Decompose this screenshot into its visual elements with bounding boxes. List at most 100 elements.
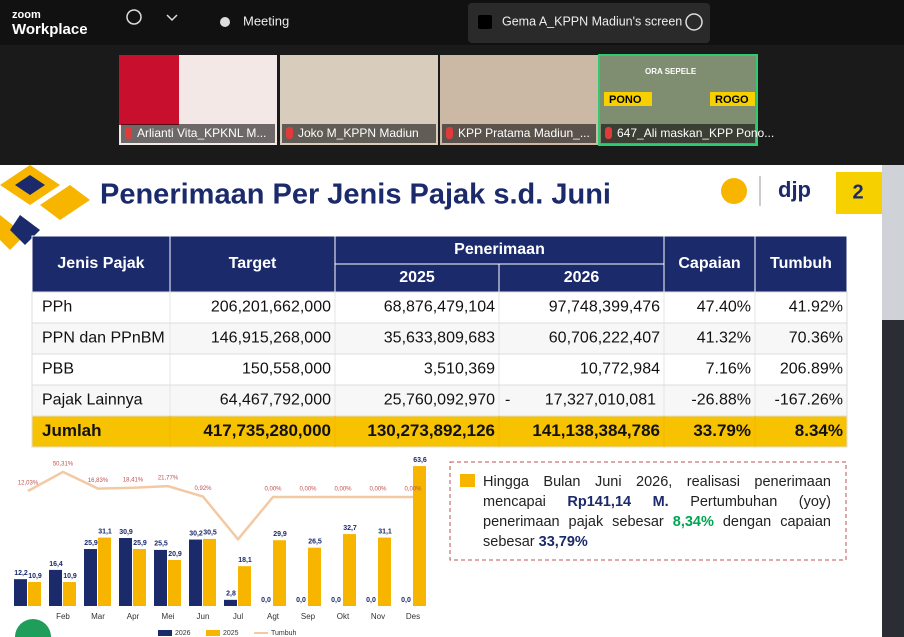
- cell-value: 64,467,792,000: [220, 392, 331, 409]
- note-part: Hingga Bulan Juni 2026, realisasi peneri…: [483, 474, 831, 510]
- bar: [168, 560, 181, 606]
- slide-logo-pattern: [0, 165, 90, 250]
- muted-icon: [605, 127, 612, 139]
- header-label: 2026: [564, 269, 600, 286]
- cell-value: 97,748,399,476: [549, 299, 660, 316]
- header-label: Jenis Pajak: [57, 255, 144, 272]
- note-part: dengan capaian sebesar: [483, 514, 831, 550]
- bar: [413, 466, 426, 606]
- note-part: Rp141,14 M.: [567, 494, 669, 510]
- bar-label: 30,5: [203, 530, 217, 537]
- participant-name: Joko M_KPPN Madiun: [298, 126, 419, 140]
- x-tick-label: Mar: [91, 612, 105, 621]
- cell-value: 3,510,369: [424, 361, 495, 378]
- x-tick-label: Sep: [301, 612, 316, 621]
- bar-label: 20,9: [168, 551, 182, 558]
- row-label: Jumlah: [42, 421, 102, 440]
- bar-label: 0,0: [261, 597, 271, 604]
- bar-label: 32,7: [343, 525, 357, 532]
- bar: [98, 537, 111, 606]
- djp-logo: djp: [778, 177, 811, 202]
- meeting-label[interactable]: Meeting: [243, 13, 289, 28]
- cell-value: 68,876,479,104: [384, 299, 495, 316]
- bar: [189, 539, 202, 606]
- muted-icon: [446, 127, 453, 139]
- table-row: [31, 415, 848, 448]
- bar-label: 31,1: [378, 528, 392, 535]
- bar-label: 0,0: [401, 597, 411, 604]
- bar-label: 31,1: [98, 528, 112, 535]
- x-tick-label: Jun: [197, 612, 210, 621]
- cell-value: 10,772,984: [580, 361, 660, 378]
- bar: [119, 538, 132, 606]
- slide-title: Penerimaan Per Jenis Pajak s.d. Juni: [100, 179, 611, 211]
- annotate-button[interactable]: [15, 619, 51, 637]
- bar: [84, 549, 97, 606]
- overlay-right-bg: [710, 92, 755, 106]
- bar: [28, 582, 41, 606]
- bar: [154, 549, 167, 606]
- legend-swatch: [158, 630, 172, 636]
- header-label: Tumbuh: [770, 255, 832, 272]
- row-label: PPh: [42, 299, 72, 316]
- line-label: 50,31%: [53, 461, 74, 467]
- name-bg: [601, 124, 755, 143]
- cell-value: 7.16%: [706, 361, 751, 378]
- bar: [203, 538, 216, 606]
- muted-icon: [286, 127, 293, 139]
- note-text: Hingga Bulan Juni 2026, realisasi peneri…: [483, 472, 831, 552]
- participant-strip: Arlianti Vita_KPKNL M... Joko M_KPPN Madi…: [119, 54, 774, 146]
- x-tick-label: Apr: [127, 612, 140, 621]
- cell-value: 206.89%: [780, 361, 843, 378]
- overlay-left-bg: [604, 92, 652, 106]
- note-part: 33,79%: [538, 534, 588, 550]
- note-part: 8,34%: [672, 514, 714, 530]
- brand-bottom: Workplace: [12, 21, 88, 38]
- cell-value: 41.32%: [697, 330, 751, 347]
- bar-label: 25,9: [84, 540, 98, 547]
- line-label: 16,83%: [88, 478, 109, 484]
- line-label: 0,92%: [194, 486, 212, 492]
- note-bullet: [460, 474, 475, 487]
- cell-value: 146,915,268,000: [211, 330, 331, 347]
- legend-swatch: [206, 630, 220, 636]
- bar-label: 0,0: [366, 597, 376, 604]
- table-row: [31, 291, 848, 324]
- cell-value: 206,201,662,000: [211, 299, 331, 316]
- name-bg: [121, 124, 275, 143]
- bar-label: 10,9: [28, 573, 42, 580]
- participant-name: Arlianti Vita_KPKNL M...: [137, 126, 266, 140]
- bar-label: 2,8: [226, 591, 236, 598]
- header-label: Capaian: [678, 255, 740, 272]
- overlay-right: ROGO: [715, 94, 749, 106]
- legend-label: 2026: [175, 630, 191, 637]
- x-tick-label: Okt: [337, 612, 350, 621]
- header-label: 2025: [399, 269, 435, 286]
- bar-label: 12,2: [14, 570, 28, 577]
- bar-label: 29,9: [273, 531, 287, 538]
- cell-value: 17,327,010,081: [545, 392, 656, 409]
- bar-label: 0,0: [296, 597, 306, 604]
- bar: [308, 547, 321, 606]
- cell-value: -26.88%: [691, 392, 751, 409]
- cell-value: 35,633,809,683: [384, 330, 495, 347]
- page-badge: [836, 172, 882, 214]
- row-label: Pajak Lainnya: [42, 392, 143, 409]
- cell-sign: -: [505, 392, 510, 409]
- cell-value: 417,735,280,000: [203, 421, 331, 440]
- more-button[interactable]: [685, 13, 703, 31]
- meeting-icon: [220, 17, 230, 27]
- top-bar: [0, 0, 904, 45]
- line-label: 0,00%: [264, 487, 282, 493]
- chevron[interactable]: [166, 14, 178, 22]
- x-tick-label: Feb: [56, 612, 70, 621]
- share-tab[interactable]: [468, 3, 710, 43]
- line-label: 0,00%: [404, 487, 422, 493]
- info-icon[interactable]: [126, 9, 142, 25]
- tax-table: Jenis Pajak Target Penerimaan 2025 2026 Capai…: [31, 235, 848, 448]
- x-tick-label: Jul: [233, 612, 243, 621]
- cell-value: 70.36%: [789, 330, 843, 347]
- bar: [224, 599, 237, 606]
- bar: [49, 569, 62, 606]
